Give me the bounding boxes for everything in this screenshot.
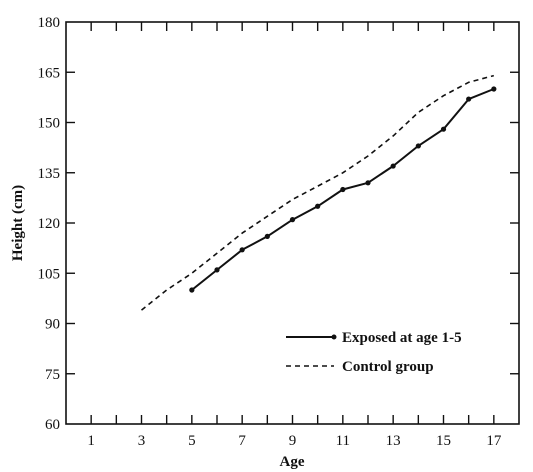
y-tick-label: 135 <box>38 166 61 182</box>
x-tick-label: 13 <box>386 433 401 449</box>
y-tick-label: 150 <box>38 116 61 132</box>
data-point-exposed <box>264 233 270 239</box>
x-tick-label: 5 <box>188 433 196 449</box>
plot-frame <box>65 21 520 425</box>
data-point-exposed <box>315 203 321 209</box>
series-layer <box>141 74 497 311</box>
y-tick-label: 120 <box>38 216 61 232</box>
y-tick-label: 75 <box>45 367 60 383</box>
legend-marker-exposed <box>331 334 337 340</box>
data-point-exposed <box>214 267 220 273</box>
data-point-exposed <box>365 180 371 186</box>
x-tick-label: 7 <box>238 433 246 449</box>
y-tick-label: 90 <box>45 317 60 333</box>
data-point-exposed <box>239 247 245 253</box>
x-tick-label: 1 <box>87 433 95 449</box>
x-tick-label: 11 <box>336 433 350 449</box>
data-point-exposed <box>390 163 396 169</box>
y-tick-label: 105 <box>38 266 61 282</box>
y-tick-label: 165 <box>38 65 61 81</box>
y-tick-label: 60 <box>45 417 60 433</box>
ticks <box>66 22 519 424</box>
legend-label-control: Control group <box>342 359 434 375</box>
legend: Exposed at age 1-5 Control group <box>286 330 462 375</box>
x-axis-title: Age <box>280 454 305 470</box>
x-tick-label: 9 <box>289 433 297 449</box>
series-line-control <box>141 74 495 311</box>
y-tick-label: 180 <box>38 15 61 31</box>
x-tick-label: 17 <box>486 433 502 449</box>
y-axis-title: Height (cm) <box>10 185 26 261</box>
data-point-exposed <box>289 217 296 223</box>
data-point-exposed <box>466 96 472 102</box>
x-tick-label: 15 <box>436 433 451 449</box>
data-point-exposed <box>415 143 421 149</box>
data-point-exposed <box>189 287 195 293</box>
data-point-exposed <box>491 86 497 92</box>
legend-label-exposed: Exposed at age 1-5 <box>342 330 462 346</box>
x-tick-label: 3 <box>138 433 146 449</box>
data-point-exposed <box>340 186 346 193</box>
data-point-exposed <box>440 126 447 132</box>
